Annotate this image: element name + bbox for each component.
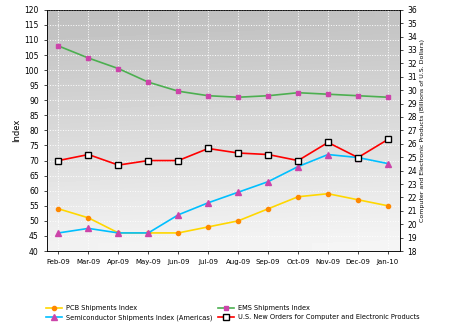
PCB Shipments Index	[355, 198, 361, 202]
Line: PCB Shipments Index: PCB Shipments Index	[56, 192, 390, 235]
EMS Shipments Index	[266, 94, 271, 98]
U.S. New Orders for Computer and Electronic Products	[86, 153, 91, 156]
PCB Shipments Index	[385, 204, 391, 208]
Semiconductor Shipments Index (Americas)	[116, 231, 121, 235]
EMS Shipments Index	[56, 44, 61, 48]
U.S. New Orders for Computer and Electronic Products	[235, 151, 241, 155]
U.S. New Orders for Computer and Electronic Products	[175, 159, 181, 163]
EMS Shipments Index	[385, 95, 391, 99]
PCB Shipments Index	[325, 192, 331, 196]
Semiconductor Shipments Index (Americas)	[175, 213, 181, 217]
Semiconductor Shipments Index (Americas)	[146, 231, 151, 235]
PCB Shipments Index	[295, 195, 301, 199]
PCB Shipments Index	[56, 207, 61, 211]
Semiconductor Shipments Index (Americas)	[325, 153, 331, 156]
PCB Shipments Index	[116, 231, 121, 235]
Line: EMS Shipments Index: EMS Shipments Index	[56, 44, 390, 100]
EMS Shipments Index	[175, 89, 181, 93]
EMS Shipments Index	[235, 95, 241, 99]
EMS Shipments Index	[86, 56, 91, 60]
Legend: PCB Shipments Index, Semiconductor Shipments Index (Americas), EMS Shipments Ind: PCB Shipments Index, Semiconductor Shipm…	[44, 303, 421, 323]
PCB Shipments Index	[235, 219, 241, 223]
Line: U.S. New Orders for Computer and Electronic Products: U.S. New Orders for Computer and Electro…	[56, 137, 391, 168]
U.S. New Orders for Computer and Electronic Products	[206, 147, 211, 151]
U.S. New Orders for Computer and Electronic Products	[56, 159, 61, 163]
PCB Shipments Index	[146, 231, 151, 235]
PCB Shipments Index	[86, 216, 91, 220]
Y-axis label: Computer and Electronic Products (Billions of U.S. Dollars): Computer and Electronic Products (Billio…	[420, 39, 425, 222]
U.S. New Orders for Computer and Electronic Products	[266, 153, 271, 156]
EMS Shipments Index	[146, 80, 151, 84]
U.S. New Orders for Computer and Electronic Products	[385, 138, 391, 141]
Semiconductor Shipments Index (Americas)	[235, 190, 241, 194]
Semiconductor Shipments Index (Americas)	[206, 201, 211, 205]
EMS Shipments Index	[355, 94, 361, 98]
Semiconductor Shipments Index (Americas)	[355, 156, 361, 159]
U.S. New Orders for Computer and Electronic Products	[355, 156, 361, 159]
EMS Shipments Index	[325, 92, 331, 96]
Y-axis label: Index: Index	[13, 119, 21, 142]
EMS Shipments Index	[206, 94, 211, 98]
U.S. New Orders for Computer and Electronic Products	[116, 163, 121, 167]
Semiconductor Shipments Index (Americas)	[295, 165, 301, 169]
Semiconductor Shipments Index (Americas)	[385, 162, 391, 166]
U.S. New Orders for Computer and Electronic Products	[146, 159, 151, 163]
U.S. New Orders for Computer and Electronic Products	[295, 159, 301, 163]
Line: Semiconductor Shipments Index (Americas): Semiconductor Shipments Index (Americas)	[56, 152, 391, 236]
PCB Shipments Index	[175, 231, 181, 235]
U.S. New Orders for Computer and Electronic Products	[325, 141, 331, 144]
Semiconductor Shipments Index (Americas)	[56, 231, 61, 235]
Semiconductor Shipments Index (Americas)	[266, 180, 271, 184]
Semiconductor Shipments Index (Americas)	[86, 227, 91, 230]
EMS Shipments Index	[295, 91, 301, 95]
EMS Shipments Index	[116, 67, 121, 70]
PCB Shipments Index	[266, 207, 271, 211]
PCB Shipments Index	[206, 225, 211, 229]
